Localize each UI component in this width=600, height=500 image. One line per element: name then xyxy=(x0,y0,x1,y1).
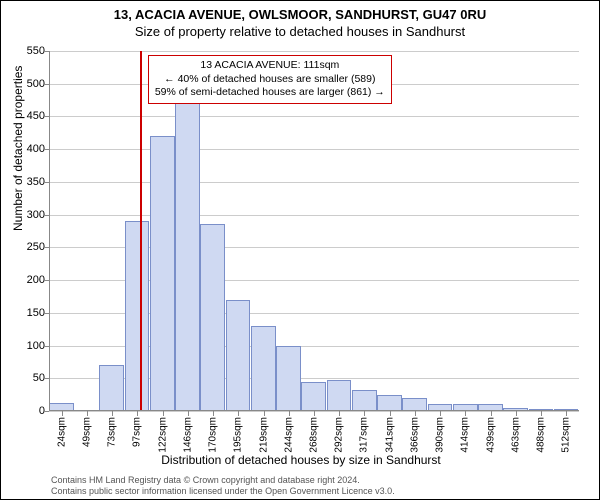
x-tick-label: 170sqm xyxy=(208,417,219,453)
x-tick-mark xyxy=(491,411,492,416)
x-tick-mark xyxy=(390,411,391,416)
x-tick-mark xyxy=(213,411,214,416)
histogram-bar xyxy=(301,382,326,411)
x-tick-mark xyxy=(566,411,567,416)
x-tick-mark xyxy=(415,411,416,416)
histogram-bar xyxy=(175,84,200,411)
histogram-bar xyxy=(276,346,301,411)
histogram-bar xyxy=(327,380,352,411)
x-tick-label: 219sqm xyxy=(258,417,269,453)
gridline xyxy=(49,51,579,52)
histogram-bar xyxy=(377,395,402,411)
x-tick-label: 414sqm xyxy=(460,417,471,453)
x-tick-label: 390sqm xyxy=(435,417,446,453)
x-tick-label: 244sqm xyxy=(283,417,294,453)
plot-area: 05010015020025030035040045050055024sqm49… xyxy=(49,51,579,411)
gridline xyxy=(49,215,579,216)
histogram-bar xyxy=(251,326,276,411)
address-title: 13, ACACIA AVENUE, OWLSMOOR, SANDHURST, … xyxy=(1,7,599,22)
x-axis-line xyxy=(49,410,579,411)
histogram-bar xyxy=(352,390,377,411)
x-tick-label: 146sqm xyxy=(182,417,193,453)
footnote: Contains HM Land Registry data © Crown c… xyxy=(51,475,395,497)
histogram-bar xyxy=(99,365,124,411)
x-tick-mark xyxy=(87,411,88,416)
x-tick-mark xyxy=(541,411,542,416)
x-tick-label: 195sqm xyxy=(233,417,244,453)
histogram-bar xyxy=(150,136,175,411)
x-tick-mark xyxy=(163,411,164,416)
x-tick-label: 341sqm xyxy=(384,417,395,453)
x-tick-mark xyxy=(62,411,63,416)
x-tick-label: 512sqm xyxy=(561,417,572,453)
x-tick-mark xyxy=(364,411,365,416)
gridline xyxy=(49,116,579,117)
annotation-box: 13 ACACIA AVENUE: 111sqm← 40% of detache… xyxy=(148,55,392,104)
x-tick-mark xyxy=(238,411,239,416)
x-axis-label: Distribution of detached houses by size … xyxy=(1,453,600,467)
x-tick-mark xyxy=(264,411,265,416)
histogram-bar xyxy=(226,300,251,411)
x-tick-mark xyxy=(465,411,466,416)
x-tick-label: 317sqm xyxy=(359,417,370,453)
y-tick-mark xyxy=(44,411,49,412)
annotation-line: ← 40% of detached houses are smaller (58… xyxy=(155,73,385,87)
footnote-line2: Contains public sector information licen… xyxy=(51,486,395,497)
y-axis-line xyxy=(49,51,50,411)
x-tick-label: 463sqm xyxy=(510,417,521,453)
x-tick-label: 122sqm xyxy=(157,417,168,453)
x-tick-label: 268sqm xyxy=(309,417,320,453)
histogram-bar xyxy=(200,224,225,411)
gridline xyxy=(49,149,579,150)
x-tick-mark xyxy=(339,411,340,416)
histogram-bar xyxy=(125,221,150,411)
chart-area: 05010015020025030035040045050055024sqm49… xyxy=(49,51,579,411)
x-tick-mark xyxy=(314,411,315,416)
x-tick-label: 49sqm xyxy=(81,417,92,447)
x-tick-mark xyxy=(516,411,517,416)
property-marker-line xyxy=(140,51,142,411)
footnote-line1: Contains HM Land Registry data © Crown c… xyxy=(51,475,395,486)
annotation-line: 13 ACACIA AVENUE: 111sqm xyxy=(155,59,385,73)
gridline xyxy=(49,182,579,183)
x-tick-label: 488sqm xyxy=(536,417,547,453)
x-tick-mark xyxy=(289,411,290,416)
annotation-line: 59% of semi-detached houses are larger (… xyxy=(155,86,385,100)
x-tick-label: 366sqm xyxy=(409,417,420,453)
y-axis-label: Number of detached properties xyxy=(11,66,25,231)
x-tick-label: 292sqm xyxy=(334,417,345,453)
x-tick-label: 97sqm xyxy=(132,417,143,447)
x-tick-label: 439sqm xyxy=(485,417,496,453)
x-tick-mark xyxy=(188,411,189,416)
subtitle: Size of property relative to detached ho… xyxy=(1,24,599,39)
x-tick-label: 24sqm xyxy=(56,417,67,447)
x-tick-label: 73sqm xyxy=(107,417,118,447)
x-tick-mark xyxy=(440,411,441,416)
x-tick-mark xyxy=(137,411,138,416)
x-tick-mark xyxy=(112,411,113,416)
